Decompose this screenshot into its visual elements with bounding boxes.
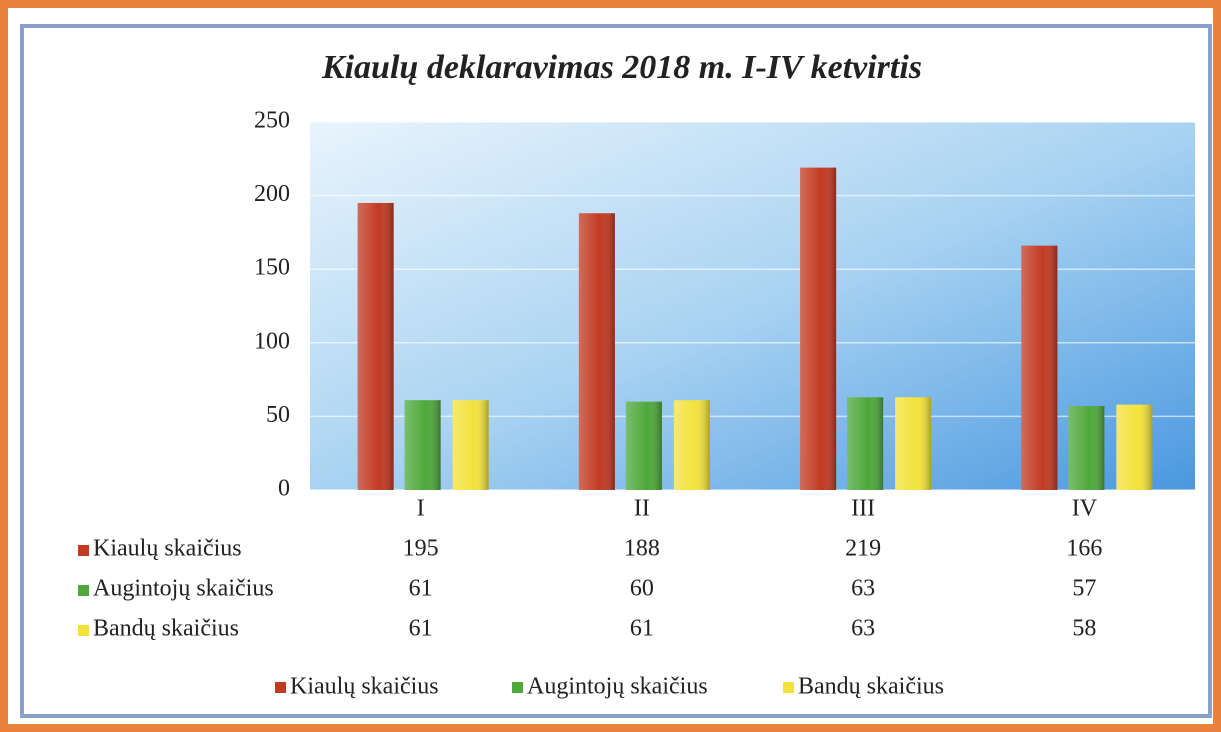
table-row-label: Kiaulų skaičius <box>93 536 242 562</box>
table-value: 166 <box>1066 536 1102 562</box>
legend-label: Bandų skaičius <box>798 674 944 700</box>
bar-shade <box>357 202 394 490</box>
bar-shade <box>452 400 489 490</box>
legend-key <box>275 682 286 693</box>
y-tick-label: 50 <box>266 402 290 428</box>
bar-shade <box>1116 404 1153 490</box>
table-row-label: Augintojų skaičius <box>93 576 274 602</box>
table-key <box>78 585 89 596</box>
bar-shade <box>578 213 615 490</box>
legend-key <box>512 682 523 693</box>
table-value: 61 <box>409 616 433 642</box>
legend-key <box>783 682 794 693</box>
y-tick-label: 100 <box>254 328 290 354</box>
bar-shade <box>895 397 932 490</box>
bar-shade <box>1068 406 1105 490</box>
x-tick-label: II <box>634 496 650 522</box>
table-value: 61 <box>630 616 654 642</box>
x-tick-label: III <box>851 496 875 522</box>
table-value: 63 <box>851 616 875 642</box>
y-tick-label: 250 <box>254 108 290 134</box>
table-value: 61 <box>409 576 433 602</box>
y-tick-label: 150 <box>254 255 290 281</box>
x-tick-label: I <box>417 496 425 522</box>
table-key <box>78 625 89 636</box>
bar-shade <box>673 400 710 490</box>
y-tick-label: 200 <box>254 181 290 207</box>
bar-shade <box>847 397 884 490</box>
table-value: 219 <box>845 536 881 562</box>
bar-shade <box>625 401 662 490</box>
chart-title: Kiaulų deklaravimas 2018 m. I-IV ketvirt… <box>321 49 922 86</box>
table-row-label: Bandų skaičius <box>93 616 239 642</box>
bar-shade <box>1021 245 1058 490</box>
table-value: 60 <box>630 576 654 602</box>
legend-label: Kiaulų skaičius <box>290 674 439 700</box>
bar-shade <box>404 400 441 490</box>
table-value: 195 <box>403 536 439 562</box>
table-key <box>78 545 89 556</box>
table-value: 188 <box>624 536 660 562</box>
plot-area <box>310 122 1195 490</box>
y-tick-label: 0 <box>278 476 290 502</box>
x-tick-label: IV <box>1072 496 1098 522</box>
table-value: 63 <box>851 576 875 602</box>
table-value: 58 <box>1072 616 1096 642</box>
legend-label: Augintojų skaičius <box>527 674 708 700</box>
table-value: 57 <box>1072 576 1096 602</box>
bar-shade <box>800 167 837 490</box>
